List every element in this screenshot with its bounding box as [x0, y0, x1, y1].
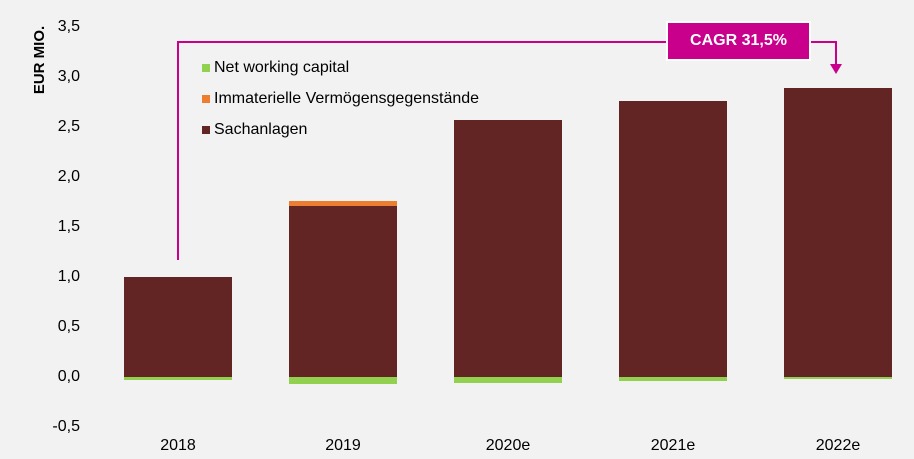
y-tick-label: 2,5: [58, 118, 80, 135]
y-tick-label: 3,0: [58, 68, 80, 85]
legend-label: Immaterielle Vermögensgegenstände: [214, 90, 479, 107]
bar-segment: [784, 88, 892, 377]
annotation-arrow: [177, 41, 837, 260]
bar-segment: [454, 377, 562, 383]
bar-segment: [289, 201, 397, 206]
bar-segment: [289, 206, 397, 377]
bar-segment: [289, 377, 397, 384]
y-tick-label: 2,0: [58, 168, 80, 185]
bar-segment: [619, 101, 727, 377]
bar-segment: [619, 377, 727, 381]
y-tick-label: 0,5: [58, 318, 80, 335]
bar-segment: [124, 377, 232, 380]
bar-segment: [784, 377, 892, 379]
y-tick-label: 1,5: [58, 218, 80, 235]
x-tick-label: 2020e: [486, 437, 531, 454]
y-tick-label: 1,0: [58, 268, 80, 285]
y-tick-label: 0,0: [58, 368, 80, 385]
annotation-box: [666, 21, 811, 61]
legend-swatch: [202, 95, 210, 103]
x-tick-label: 2019: [325, 437, 361, 454]
x-tick-label: 2022e: [816, 437, 861, 454]
legend-swatch: [202, 64, 210, 72]
x-tick-label: 2018: [160, 437, 196, 454]
annotation-text: CAGR 31,5%: [690, 32, 787, 49]
bar-segment: [124, 277, 232, 377]
arrow-head: [830, 64, 842, 74]
y-tick-label: 3,5: [58, 18, 80, 35]
legend-label: Net working capital: [214, 59, 349, 76]
y-axis-label: EUR MIO.: [31, 26, 48, 94]
bar-segment: [454, 120, 562, 377]
x-tick-label: 2021e: [651, 437, 696, 454]
y-tick-label: -0,5: [52, 418, 80, 435]
legend-label: Sachanlagen: [214, 121, 307, 138]
legend-swatch: [202, 126, 210, 134]
